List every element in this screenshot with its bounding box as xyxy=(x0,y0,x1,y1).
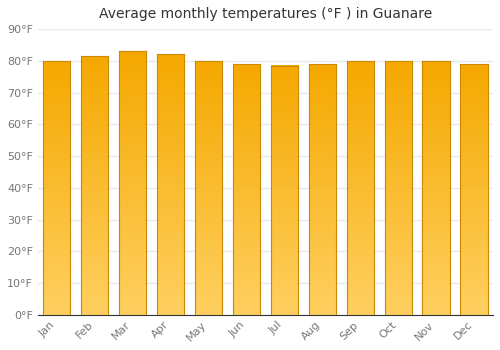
Title: Average monthly temperatures (°F ) in Guanare: Average monthly temperatures (°F ) in Gu… xyxy=(99,7,432,21)
